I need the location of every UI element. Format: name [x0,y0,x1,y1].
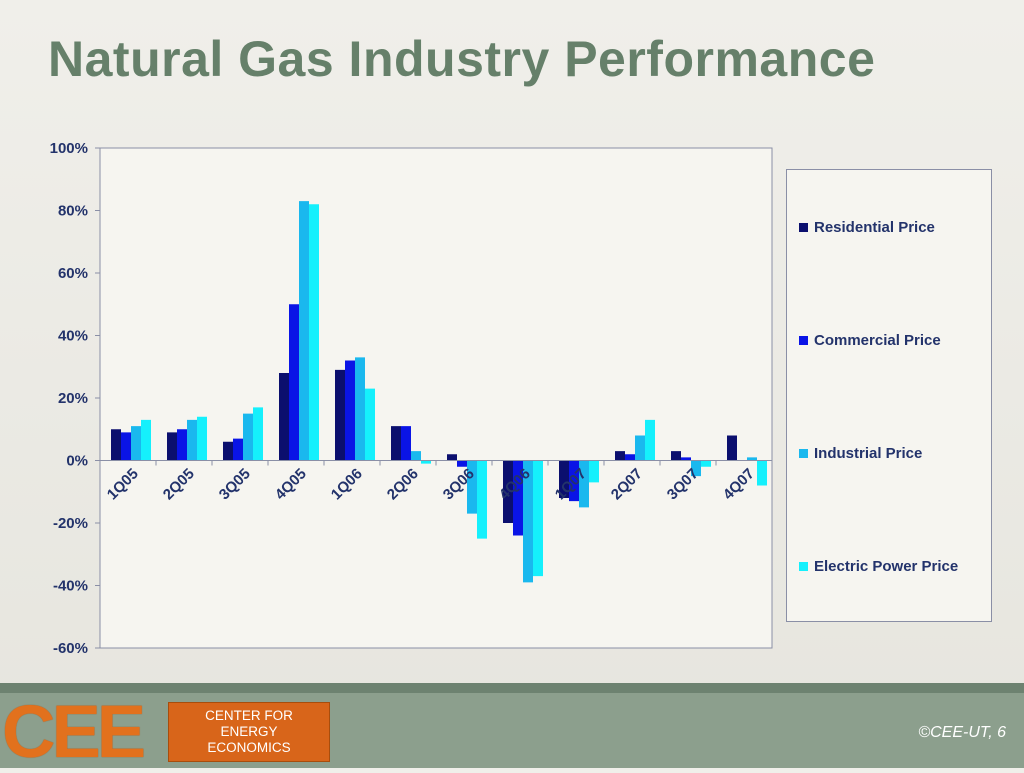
legend-swatch-electric-power [799,562,808,571]
bar-industrial-price-3q07 [691,460,701,477]
bar-residential-price-2q05 [167,432,177,461]
bars-layer [111,201,767,583]
legend-label-electric-power: Electric Power Price [814,558,959,575]
y-tick-labels: -60% -40% -20% 0% 20% 40% 60% 80% 100% [50,140,88,657]
bar-industrial-price-2q05 [187,419,197,461]
bar-industrial-price-1q05 [131,426,141,461]
bar-electric-power-price-1q05 [141,419,151,461]
bar-industrial-price-4q07 [747,457,757,461]
bar-commercial-price-1q07 [569,460,579,502]
bar-commercial-price-1q06 [345,360,355,461]
bar-electric-power-price-4q07 [757,460,767,486]
y-tick-label: 100% [50,140,88,157]
logo-text-line-3: ECONOMICS [207,740,291,755]
chart-legend: Residential Price Commercial Price Indus… [786,169,992,622]
bar-residential-price-1q07 [559,460,569,498]
bar-electric-power-price-3q07 [701,460,711,467]
bar-commercial-price-1q05 [121,432,131,461]
plot-area [99,147,773,649]
slide-title: Natural Gas Industry Performance [48,31,876,87]
axis-layer [95,147,773,649]
y-tick-label: 60% [58,265,88,282]
bar-industrial-price-4q06 [523,460,533,583]
y-tick-label: -60% [53,640,88,657]
bar-commercial-price-2q06 [401,426,411,461]
bar-electric-power-price-4q06 [533,460,543,577]
bar-electric-power-price-1q07 [589,460,599,483]
y-tick-label: 40% [58,328,88,345]
bar-industrial-price-3q06 [467,460,477,514]
legend-label-industrial: Industrial Price [814,445,923,462]
legend-label-commercial: Commercial Price [814,332,941,349]
bar-residential-price-2q06 [391,426,401,461]
legend-item-residential: Residential Price [799,219,935,236]
y-tick-label: 80% [58,203,88,220]
y-tick-label: -20% [53,515,88,532]
bar-commercial-price-2q05 [177,429,187,461]
bar-industrial-price-2q06 [411,451,421,461]
legend-swatch-industrial [799,449,808,458]
bar-electric-power-price-2q05 [197,416,207,461]
bar-industrial-price-2q07 [635,435,645,461]
footer-divider [0,683,1024,693]
bar-industrial-price-4q05 [299,201,309,461]
y-tick-label: -40% [53,578,88,595]
bar-residential-price-1q05 [111,429,121,461]
bar-commercial-price-3q06 [457,460,467,467]
bar-industrial-price-1q06 [355,357,365,461]
logo-text-line-2: ENERGY [220,724,278,739]
cee-logo-letters: CEE [2,690,146,773]
cee-logo-box: CENTER FOR ENERGY ECONOMICS [168,702,330,762]
bar-residential-price-4q07 [727,435,737,461]
copyright-text: ©CEE-UT, 6 [918,724,1006,741]
bar-electric-power-price-1q06 [365,388,375,461]
bar-industrial-price-3q05 [243,413,253,461]
bar-electric-power-price-4q05 [309,204,319,461]
bar-residential-price-4q06 [503,460,513,523]
bar-commercial-price-3q07 [681,457,691,461]
legend-item-industrial: Industrial Price [799,445,922,462]
bar-commercial-price-4q05 [289,304,299,461]
bar-electric-power-price-2q07 [645,419,655,461]
y-tick-label: 0% [66,453,88,470]
bar-chart: -60%-40%-20%0%20%40%60%80%100% 1Q05 2Q05 3… [50,140,773,657]
bar-residential-price-1q06 [335,369,345,461]
bar-electric-power-price-3q05 [253,407,263,461]
bar-residential-price-3q05 [223,441,233,461]
legend-label-residential: Residential Price [814,219,935,236]
bar-residential-price-3q07 [671,451,681,461]
bar-electric-power-price-3q06 [477,460,487,539]
y-tick-label: 20% [58,390,88,407]
bar-residential-price-4q05 [279,373,289,461]
bar-commercial-price-3q05 [233,438,243,461]
bar-residential-price-2q07 [615,451,625,461]
bar-commercial-price-2q07 [625,454,635,461]
bar-industrial-price-1q07 [579,460,589,508]
bar-commercial-price-4q06 [513,460,523,536]
bar-residential-price-3q06 [447,454,457,461]
legend-swatch-residential [799,223,808,232]
legend-item-commercial: Commercial Price [799,332,941,349]
footer [0,693,1024,768]
logo-text-line-1: CENTER FOR [205,708,293,723]
legend-item-electric-power: Electric Power Price [799,558,958,575]
bar-electric-power-price-2q06 [421,460,431,464]
legend-swatch-commercial [799,336,808,345]
